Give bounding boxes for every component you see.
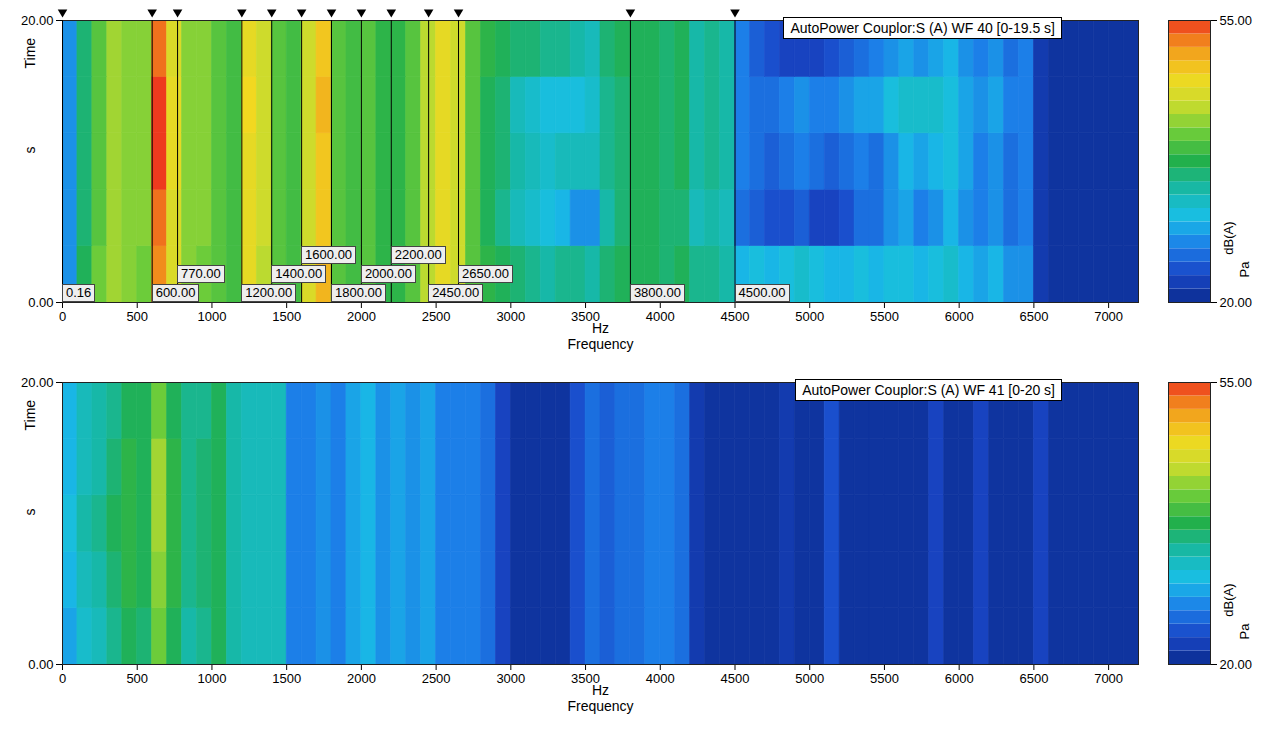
- svg-text:6000: 6000: [945, 309, 974, 324]
- svg-text:55.00: 55.00: [1220, 375, 1253, 390]
- svg-text:Time: Time: [22, 38, 38, 69]
- svg-text:6500: 6500: [1019, 671, 1048, 686]
- svg-text:3000: 3000: [496, 671, 525, 686]
- svg-text:1000: 1000: [197, 309, 226, 324]
- svg-text:dB(A): dB(A): [1221, 222, 1236, 255]
- svg-text:2000: 2000: [347, 671, 376, 686]
- svg-text:0.00: 0.00: [28, 295, 53, 310]
- svg-text:20.00: 20.00: [1220, 295, 1253, 310]
- html-text:1800.00: 1800.00: [335, 285, 382, 300]
- svg-text:5500: 5500: [870, 671, 899, 686]
- html-text:600.00: 600.00: [155, 285, 196, 300]
- svg-text:3500: 3500: [571, 670, 600, 686]
- svg-text:20.00: 20.00: [1220, 657, 1253, 672]
- svg-text:Hz: Hz: [592, 320, 609, 336]
- svg-text:6500: 6500: [1019, 309, 1048, 324]
- svg-text:0: 0: [59, 671, 66, 686]
- svg-text:0: 0: [59, 309, 66, 324]
- svg-text:500: 500: [126, 671, 148, 686]
- svg-text:20.00: 20.00: [21, 13, 54, 28]
- svg-text:3000: 3000: [496, 309, 525, 324]
- html-text:2200.00: 2200.00: [394, 247, 442, 262]
- svg-text:5500: 5500: [870, 309, 899, 324]
- svg-text:1500: 1500: [272, 671, 301, 686]
- svg-text:7000: 7000: [1094, 671, 1123, 686]
- svg-text:Time: Time: [22, 400, 38, 431]
- svg-text:0.00: 0.00: [28, 657, 53, 672]
- svg-text:500: 500: [126, 309, 148, 324]
- svg-text:4000: 4000: [646, 671, 675, 686]
- svg-text:1000: 1000: [197, 671, 226, 686]
- svg-text:6000: 6000: [945, 671, 974, 686]
- svg-text:Pa: Pa: [1237, 261, 1252, 278]
- svg-text:2000: 2000: [347, 309, 376, 324]
- html-text:2450.00: 2450.00: [432, 285, 480, 300]
- svg-text:3500: 3500: [571, 308, 600, 324]
- svg-text:1500: 1500: [272, 309, 301, 324]
- html-text:1400.00: 1400.00: [275, 266, 323, 281]
- html-text:2650.00: 2650.00: [462, 266, 509, 281]
- html-text:770.00: 770.00: [181, 266, 221, 281]
- svg-text:4000: 4000: [646, 309, 675, 324]
- html-text:1600.00: 1600.00: [305, 247, 353, 262]
- svg-text:20.00: 20.00: [21, 375, 54, 390]
- svg-text:s: s: [22, 147, 38, 154]
- html-text:1200.00: 1200.00: [245, 285, 293, 300]
- svg-text:2500: 2500: [422, 309, 451, 324]
- html-text:4500.00: 4500.00: [738, 285, 786, 300]
- svg-text:Pa: Pa: [1237, 623, 1252, 640]
- svg-text:2500: 2500: [422, 671, 451, 686]
- svg-text:5000: 5000: [795, 309, 824, 324]
- html-text:0.16: 0.16: [66, 285, 92, 300]
- svg-text:7000: 7000: [1094, 309, 1123, 324]
- svg-text:Frequency: Frequency: [567, 336, 633, 352]
- svg-text:s: s: [22, 509, 38, 516]
- html-text:2000.00: 2000.00: [364, 266, 412, 281]
- svg-text:55.00: 55.00: [1220, 13, 1253, 28]
- svg-text:dB(A): dB(A): [1221, 584, 1236, 617]
- html-text:AutoPower Couplor:S (A) WF 41: AutoPower Couplor:S (A) WF 41 [0-20 s]: [802, 382, 1055, 398]
- svg-text:Hz: Hz: [592, 682, 609, 698]
- svg-text:4500: 4500: [721, 309, 750, 324]
- html-text:AutoPower Couplor:S (A) WF 40: AutoPower Couplor:S (A) WF 40 [0-19.5 s]: [790, 20, 1055, 36]
- svg-text:4500: 4500: [721, 671, 750, 686]
- svg-text:5000: 5000: [795, 671, 824, 686]
- html-text:3800.00: 3800.00: [633, 285, 681, 300]
- svg-text:Frequency: Frequency: [567, 698, 633, 714]
